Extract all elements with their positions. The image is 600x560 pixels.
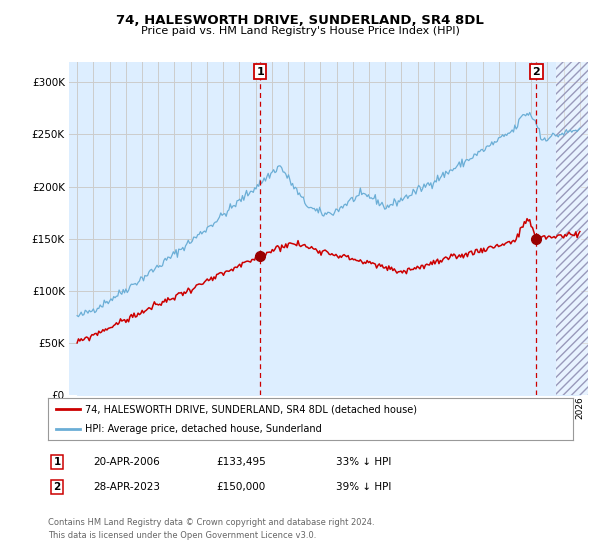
Text: 28-APR-2023: 28-APR-2023 — [93, 482, 160, 492]
Text: 33% ↓ HPI: 33% ↓ HPI — [336, 457, 391, 467]
Text: 1: 1 — [257, 67, 264, 77]
Text: 74, HALESWORTH DRIVE, SUNDERLAND, SR4 8DL (detached house): 74, HALESWORTH DRIVE, SUNDERLAND, SR4 8D… — [85, 404, 417, 414]
Text: Contains HM Land Registry data © Crown copyright and database right 2024.
This d: Contains HM Land Registry data © Crown c… — [48, 519, 374, 540]
Text: £133,495: £133,495 — [216, 457, 266, 467]
Text: 74, HALESWORTH DRIVE, SUNDERLAND, SR4 8DL: 74, HALESWORTH DRIVE, SUNDERLAND, SR4 8D… — [116, 13, 484, 27]
Text: 1: 1 — [53, 457, 61, 467]
Text: HPI: Average price, detached house, Sunderland: HPI: Average price, detached house, Sund… — [85, 424, 322, 434]
Text: 39% ↓ HPI: 39% ↓ HPI — [336, 482, 391, 492]
Text: 2: 2 — [53, 482, 61, 492]
Text: Price paid vs. HM Land Registry's House Price Index (HPI): Price paid vs. HM Land Registry's House … — [140, 26, 460, 36]
Text: 2: 2 — [533, 67, 540, 77]
Text: 20-APR-2006: 20-APR-2006 — [93, 457, 160, 467]
Text: £150,000: £150,000 — [216, 482, 265, 492]
